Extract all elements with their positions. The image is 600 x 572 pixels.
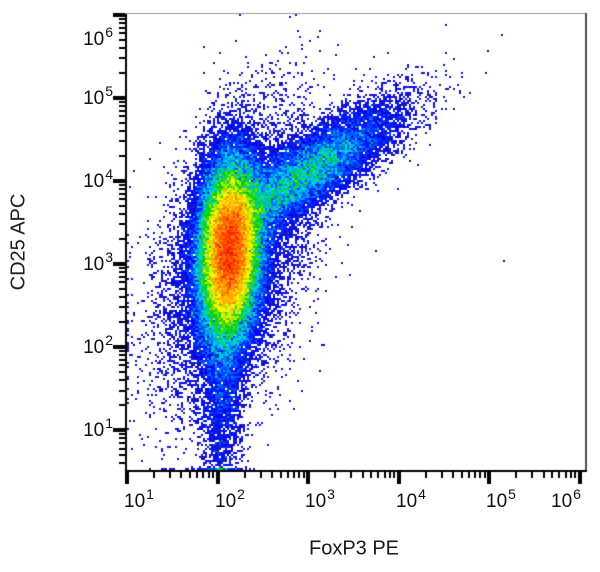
x-axis-title: FoxP3 PE	[308, 537, 400, 560]
x-tick-label: 101	[124, 487, 154, 512]
y-tick-label: 104	[83, 167, 113, 192]
tick-exponent: 2	[237, 486, 245, 502]
y-tick-label: 102	[83, 333, 113, 358]
x-tick-label: 103	[305, 487, 335, 512]
y-axis-title: CD25 APC	[7, 193, 30, 291]
tick-base: 10	[83, 88, 105, 109]
tick-base: 10	[83, 420, 105, 441]
tick-base: 10	[396, 491, 418, 512]
tick-exponent: 4	[418, 486, 426, 502]
tick-base: 10	[83, 254, 105, 275]
x-tick-label: 105	[486, 487, 516, 512]
tick-base: 10	[551, 491, 573, 512]
y-tick-label: 105	[83, 84, 113, 109]
y-tick-label: 103	[83, 250, 113, 275]
tick-base: 10	[305, 491, 327, 512]
tick-exponent: 2	[105, 332, 113, 348]
tick-exponent: 3	[105, 249, 113, 265]
tick-exponent: 5	[105, 83, 113, 99]
tick-exponent: 6	[573, 486, 581, 502]
tick-base: 10	[83, 337, 105, 358]
tick-exponent: 4	[105, 166, 113, 182]
y-tick-label: 101	[83, 416, 113, 441]
tick-base: 10	[215, 491, 237, 512]
x-tick-label: 106	[551, 487, 581, 512]
x-tick-label: 102	[215, 487, 245, 512]
tick-base: 10	[486, 491, 508, 512]
y-tick-label: 106	[83, 25, 113, 50]
tick-exponent: 1	[146, 486, 154, 502]
tick-base: 10	[83, 29, 105, 50]
tick-exponent: 6	[105, 24, 113, 40]
tick-base: 10	[83, 171, 105, 192]
tick-exponent: 3	[327, 486, 335, 502]
tick-exponent: 1	[105, 415, 113, 431]
x-tick-label: 104	[396, 487, 426, 512]
tick-exponent: 5	[508, 486, 516, 502]
tick-base: 10	[124, 491, 146, 512]
